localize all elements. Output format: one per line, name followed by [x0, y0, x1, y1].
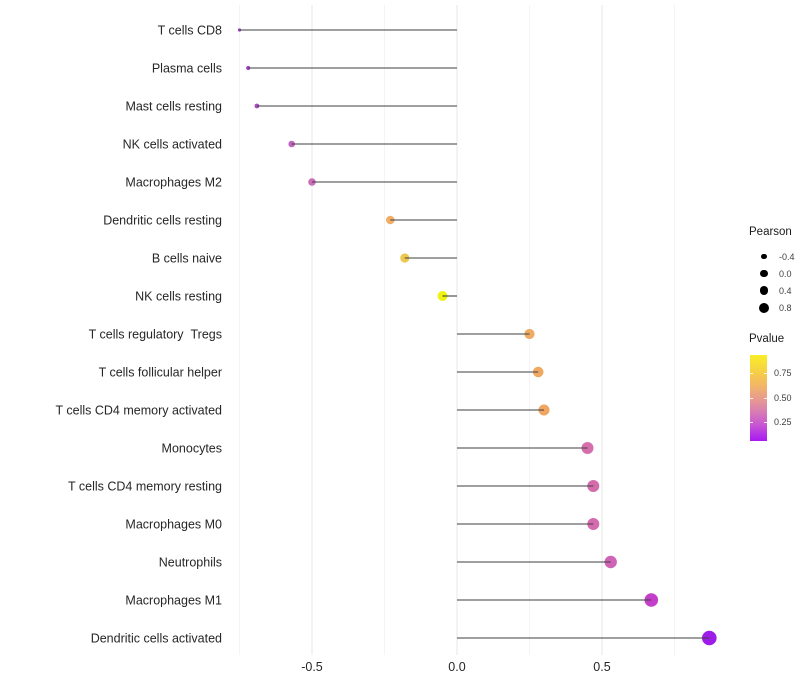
- category-label: Macrophages M2: [125, 176, 222, 190]
- legend-pvalue-colorbar: Pvalue 0.75 0.50 0.25: [749, 333, 792, 441]
- legend-size-dot-icon: [759, 286, 769, 295]
- category-label: Plasma cells: [152, 62, 222, 76]
- colorbar-wrap: 0.75 0.50 0.25: [750, 355, 792, 441]
- legend-size-entry: -0.4: [749, 248, 795, 265]
- category-label: T cells CD8: [158, 24, 222, 38]
- category-label: T cells regulatory Tregs: [89, 328, 222, 342]
- legend-size-entry: 0.8: [749, 299, 795, 316]
- legend-size-dot-icon: [760, 269, 768, 278]
- category-label: T cells CD4 memory activated: [56, 404, 223, 418]
- category-label: B cells naive: [152, 252, 222, 266]
- legend-size-key: [749, 253, 779, 260]
- legend-size-label: -0.4: [779, 251, 795, 262]
- legend-pearson-entries: -0.4 0.0 0.4 0.8: [749, 248, 795, 316]
- category-label: Monocytes: [162, 442, 222, 456]
- legend-size-label: 0.8: [779, 302, 792, 313]
- legend-size-entry: 0.4: [749, 282, 795, 299]
- colorbar-label: 0.75: [774, 368, 792, 378]
- legend-size-label: 0.0: [779, 268, 792, 279]
- category-label: Dendritic cells activated: [91, 632, 222, 646]
- legend-pvalue-title: Pvalue: [749, 333, 785, 345]
- x-tick-label: 0.0: [448, 660, 465, 674]
- category-label: Macrophages M0: [125, 518, 222, 532]
- category-label: NK cells resting: [135, 290, 222, 304]
- legend-pearson-title: Pearson: [749, 226, 792, 238]
- category-label: T cells follicular helper: [99, 366, 222, 380]
- colorbar-tick: [750, 422, 753, 423]
- colorbar-tick: [750, 397, 753, 399]
- legend-size-key: [749, 269, 779, 278]
- colorbar-tick: [750, 373, 753, 374]
- legend-size-dot-icon: [759, 302, 769, 313]
- colorbar-tick: [764, 373, 767, 374]
- colorbar-label: 0.25: [774, 417, 792, 427]
- legend-size-entry: 0.0: [749, 265, 795, 282]
- legend-size-label: 0.4: [779, 285, 792, 296]
- category-label: Dendritic cells resting: [103, 214, 222, 228]
- lollipop-dot: [246, 65, 251, 71]
- pvalue-gradient-bar: [750, 355, 767, 441]
- colorbar-tick: [764, 397, 767, 399]
- category-label: NK cells activated: [123, 138, 222, 152]
- x-tick-label: 0.5: [593, 660, 610, 674]
- category-label: Macrophages M1: [125, 594, 222, 608]
- legend-size-key: [749, 302, 779, 313]
- legend-pearson-size: Pearson -0.4 0.0 0.4 0.8: [749, 226, 795, 316]
- legend-size-dot-icon: [761, 253, 767, 260]
- category-label: Neutrophils: [159, 556, 222, 570]
- category-label: T cells CD4 memory resting: [68, 480, 222, 494]
- legend-size-key: [749, 286, 779, 295]
- colorbar-label: 0.50: [774, 392, 792, 403]
- category-label: Mast cells resting: [125, 100, 222, 114]
- colorbar-tick: [764, 422, 767, 423]
- x-tick-label: -0.5: [301, 660, 323, 674]
